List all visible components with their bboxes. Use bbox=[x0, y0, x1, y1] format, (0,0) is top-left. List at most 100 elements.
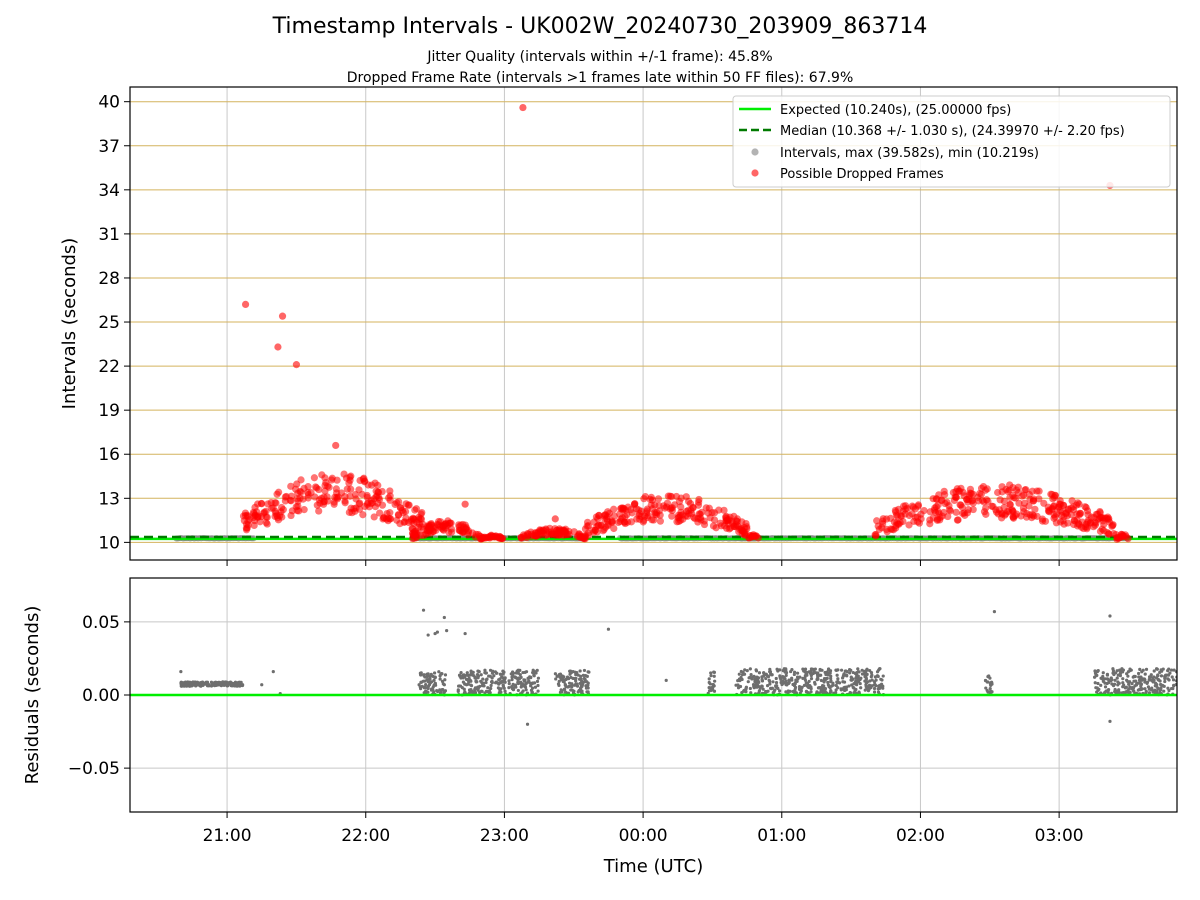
residual-point bbox=[784, 671, 789, 675]
residual-point bbox=[828, 691, 832, 695]
residual-point bbox=[220, 681, 224, 685]
residual-point bbox=[757, 689, 762, 693]
residual-point bbox=[1172, 668, 1176, 672]
residual-point bbox=[867, 683, 872, 687]
dropped-frame-point bbox=[882, 515, 891, 523]
residual-point bbox=[573, 670, 577, 674]
residual-point bbox=[826, 680, 830, 684]
residual-point bbox=[1128, 685, 1132, 689]
dropped-frame-outlier bbox=[278, 312, 287, 320]
dropped-frame-point bbox=[1002, 510, 1010, 518]
residual-point bbox=[835, 681, 839, 685]
dropped-frame-point bbox=[307, 489, 315, 497]
residual-point bbox=[859, 686, 863, 690]
residual-point bbox=[774, 676, 778, 681]
dropped-frame-point bbox=[278, 503, 286, 512]
xtick-label: 03:00 bbox=[1035, 826, 1084, 846]
residual-point bbox=[568, 672, 572, 676]
dropped-frame-point bbox=[442, 519, 450, 528]
residual-point bbox=[748, 686, 752, 691]
residual-point bbox=[531, 670, 535, 675]
residual-point bbox=[576, 690, 580, 694]
xtick-label: 02:00 bbox=[896, 826, 945, 846]
residual-point bbox=[536, 676, 541, 680]
top-ytick-label: 25 bbox=[98, 313, 120, 333]
dropped-frame-point bbox=[327, 476, 336, 484]
residual-point bbox=[765, 684, 770, 688]
residual-point bbox=[1108, 719, 1112, 723]
residual-point bbox=[1119, 668, 1124, 672]
residual-point bbox=[519, 685, 523, 689]
residual-point bbox=[760, 679, 765, 683]
dropped-frame-point bbox=[347, 472, 355, 480]
residual-point bbox=[1162, 689, 1166, 693]
dropped-frame-point bbox=[725, 525, 733, 533]
residual-point bbox=[569, 688, 573, 692]
residual-point bbox=[563, 687, 567, 691]
residual-point bbox=[986, 690, 990, 694]
residual-point bbox=[836, 677, 840, 681]
dropped-frame-point bbox=[1000, 504, 1008, 512]
residual-point bbox=[574, 673, 578, 677]
dropped-frame-point bbox=[872, 532, 880, 540]
residual-point bbox=[501, 669, 505, 673]
residual-point bbox=[490, 671, 495, 675]
residual-point bbox=[507, 686, 511, 690]
bottom-ytick-label: −0.05 bbox=[68, 759, 120, 779]
residual-point bbox=[516, 676, 520, 680]
dropped-frame-point bbox=[950, 496, 958, 505]
residual-point bbox=[435, 630, 439, 634]
residual-point bbox=[1159, 686, 1163, 690]
residual-point bbox=[574, 682, 578, 686]
residual-point bbox=[463, 631, 467, 636]
dropped-frame-outlier bbox=[241, 300, 250, 309]
residual-point bbox=[519, 675, 523, 679]
residual-point bbox=[192, 681, 197, 685]
residual-point bbox=[435, 688, 439, 693]
residual-point bbox=[468, 690, 472, 694]
dropped-frame-point bbox=[614, 518, 622, 527]
residual-point bbox=[782, 667, 786, 671]
dropped-frame-point bbox=[635, 512, 643, 520]
residual-point bbox=[864, 677, 868, 681]
residual-point bbox=[856, 667, 860, 671]
dropped-frame-point bbox=[300, 506, 308, 514]
dropped-frame-point bbox=[640, 495, 648, 503]
residual-point bbox=[807, 679, 811, 683]
residual-point bbox=[1121, 677, 1125, 681]
residual-point bbox=[755, 685, 759, 689]
legend-box bbox=[732, 95, 1171, 188]
residual-point bbox=[826, 673, 830, 677]
residual-point bbox=[1144, 689, 1148, 694]
residual-point bbox=[479, 673, 483, 677]
residual-point bbox=[521, 689, 525, 693]
residual-point bbox=[1094, 686, 1098, 690]
residual-point bbox=[1115, 676, 1119, 680]
dropped-frame-point bbox=[989, 502, 997, 511]
dropped-frame-point bbox=[322, 479, 330, 487]
residual-point bbox=[487, 674, 491, 678]
residual-point bbox=[776, 669, 780, 673]
residual-point bbox=[712, 674, 716, 678]
residual-point bbox=[581, 673, 586, 677]
dropped-frame-point bbox=[905, 511, 913, 520]
residual-point bbox=[784, 673, 788, 677]
dropped-frame-point bbox=[911, 513, 920, 522]
residual-point bbox=[443, 678, 447, 682]
residual-point bbox=[854, 679, 859, 683]
residual-point bbox=[1167, 667, 1171, 671]
residual-point bbox=[774, 681, 779, 685]
residual-point bbox=[182, 684, 187, 688]
residual-point bbox=[844, 685, 849, 689]
dropped-frame-point bbox=[264, 500, 272, 508]
dropped-frame-point bbox=[746, 532, 755, 540]
dropped-frame-point bbox=[996, 496, 1004, 504]
residual-point bbox=[480, 681, 484, 685]
residual-point bbox=[870, 684, 874, 688]
dropped-frame-point bbox=[393, 499, 401, 507]
residual-point bbox=[510, 685, 514, 689]
residual-point bbox=[749, 672, 753, 677]
residual-point bbox=[457, 684, 462, 688]
dropped-frame-point bbox=[312, 484, 321, 492]
residual-point bbox=[516, 668, 520, 672]
